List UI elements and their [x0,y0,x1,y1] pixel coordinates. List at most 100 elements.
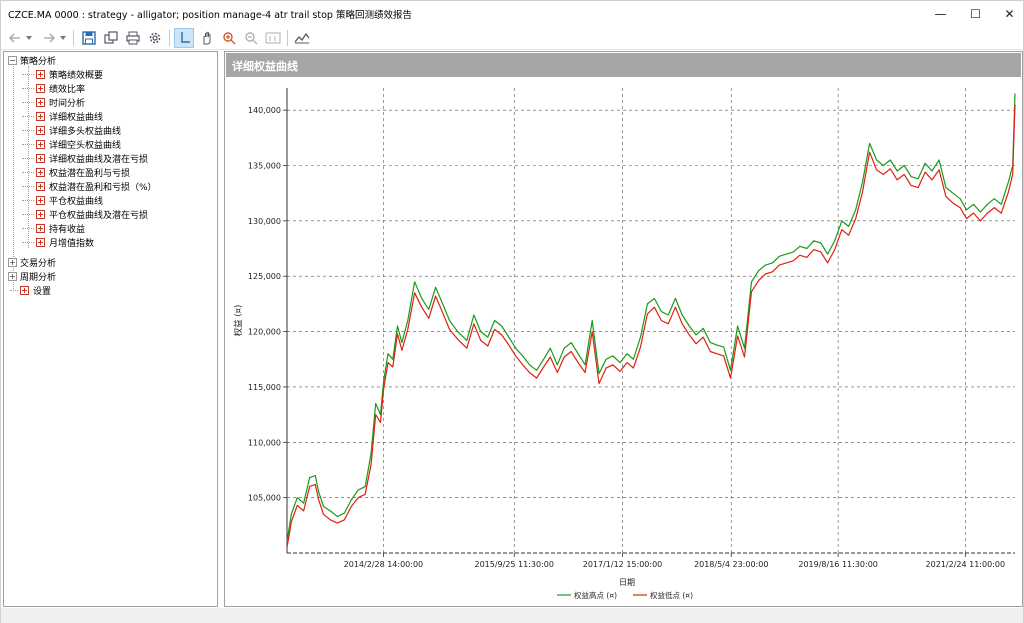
tree-connector [13,64,14,289]
tree-item-label: 详细权益曲线及潜在亏损 [49,154,149,165]
collapse-icon[interactable]: − [8,55,17,65]
back-button[interactable] [5,28,25,48]
settings-button[interactable] [145,28,165,48]
legend-label-1: 权益低点 (¤) [650,590,693,600]
expand-icon[interactable]: + [8,257,17,267]
chart-type-icon [294,32,310,44]
y-axis-label: 权益 (¤) [233,305,244,337]
tree-item-8[interactable]: 权益潜在盈利和亏损（%） [22,179,157,193]
zoom-out-icon [245,32,258,45]
tree-item-10[interactable]: 平仓权益曲线及潜在亏损 [22,207,148,221]
tree-connector [28,66,29,248]
y-tick-label: 105,000 [248,494,281,503]
tree-item-0[interactable]: 策略绩效概要 [22,67,103,81]
report-doc-icon [36,97,45,107]
tree-item-12[interactable]: 月增值指数 [22,235,94,249]
tree-node-label: 交易分析 [20,258,57,269]
zoom-in-icon [223,32,236,45]
chart-doc-icon [36,209,45,219]
chart-doc-icon [36,181,45,191]
chart-doc-icon [36,153,45,163]
tree-item-6[interactable]: 详细权益曲线及潜在亏损 [22,151,148,165]
tree-node-label: 策略分析 [20,56,57,67]
tree-item-label: 持有收益 [49,224,86,235]
expand-icon[interactable]: + [8,271,17,281]
tree-node-settings[interactable]: 设置 [10,283,51,297]
print-button[interactable] [123,28,143,48]
tree-item-label: 详细权益曲线 [49,109,104,123]
minimize-button[interactable]: — [918,1,963,26]
legend-label-0: 权益高点 (¤) [574,590,617,600]
copy-button[interactable] [101,28,121,48]
chart-type-button[interactable] [292,28,312,48]
minimize-icon: — [934,6,947,21]
tree-item-9[interactable]: 平仓权益曲线 [22,193,103,207]
forward-icon [44,33,55,43]
tree-item-label: 时间分析 [49,98,86,109]
tree-item-2[interactable]: 时间分析 [22,95,85,109]
zoom-in-button[interactable] [219,28,239,48]
tree-item-1[interactable]: 绩效比率 [22,81,85,95]
save-button[interactable] [79,28,99,48]
maximize-icon: ☐ [970,6,981,21]
series-line-1 [286,104,1016,548]
y-tick-label: 115,000 [248,383,281,392]
tree-item-3[interactable]: 详细权益曲线 [22,109,104,123]
tree-node-label: 周期分析 [20,272,57,283]
tree-node-period-analysis[interactable]: + 周期分析 [8,269,56,283]
chart-doc-icon [36,125,45,135]
report-doc-icon [36,83,45,93]
chart-doc-icon [36,223,45,233]
maximize-button[interactable]: ☐ [953,1,998,26]
chart-header: 详细权益曲线 [226,53,1021,77]
tree-item-11[interactable]: 持有收益 [22,221,85,235]
equity-chart[interactable]: 105,000 110,000 115,000 120,000 125,000 130,0… [225,78,1022,606]
x-tick-label: 2015/9/25 11:30:00 [474,560,554,569]
tree-item-5[interactable]: 详细空头权益曲线 [22,137,121,151]
crosshair-icon [181,32,190,43]
toolbar [1,26,1023,50]
chart-doc-icon [36,111,45,121]
chart-pane: 详细权益曲线 105,000 110,000 115,000 120,000 125,0… [224,51,1023,607]
pan-tool-button[interactable] [197,28,217,48]
zoom-actual-button[interactable] [263,28,283,48]
zoom-out-button[interactable] [241,28,261,48]
toolbar-separator [169,30,170,46]
series-line-0 [286,93,1016,542]
y-tick-label: 110,000 [248,438,281,447]
settings-doc-icon [20,285,29,295]
status-bar [1,608,1023,623]
tree-item-label: 详细多头权益曲线 [49,126,122,137]
tree-item-label: 权益潜在盈利与亏损 [49,168,131,179]
zoom-actual-icon [265,32,281,44]
close-icon: ✕ [1004,6,1015,21]
close-button[interactable]: ✕ [987,1,1024,26]
back-icon [9,33,20,43]
tree-item-4[interactable]: 详细多头权益曲线 [22,123,121,137]
tree-node-trade-analysis[interactable]: + 交易分析 [8,255,56,269]
report-tree: − 策略分析 策略绩效概要 绩效比率 时间分析 详细权益曲线 详细多头权益曲线 … [3,51,218,607]
chart-doc-icon [36,139,45,149]
x-tick-label: 2021/2/24 11:00:00 [926,560,1006,569]
x-axis-label: 日期 [619,578,635,587]
tree-item-label: 权益潜在盈利和亏损（%） [49,182,157,193]
tree-node-strategy-analysis[interactable]: − 策略分析 [8,53,56,67]
tree-item-7[interactable]: 权益潜在盈利与亏损 [22,165,130,179]
tree-item-label: 绩效比率 [49,84,86,95]
toolbar-separator [73,30,74,46]
x-tick-label: 2014/2/28 14:00:00 [344,560,424,569]
copy-icon [104,31,118,44]
forward-button[interactable] [39,28,59,48]
toolbar-separator [287,30,288,46]
forward-dropdown-button[interactable] [57,28,69,48]
save-icon [82,31,96,45]
axes: 105,000 110,000 115,000 120,000 125,000 130,0… [233,88,1015,587]
crosshair-tool-button[interactable] [174,28,194,48]
y-tick-label: 135,000 [248,162,281,171]
y-tick-label: 130,000 [248,217,281,226]
tree-item-label: 平仓权益曲线 [49,196,104,207]
dropdown-arrow-icon [60,36,66,40]
chart-doc-icon [36,167,45,177]
back-dropdown-button[interactable] [23,28,35,48]
